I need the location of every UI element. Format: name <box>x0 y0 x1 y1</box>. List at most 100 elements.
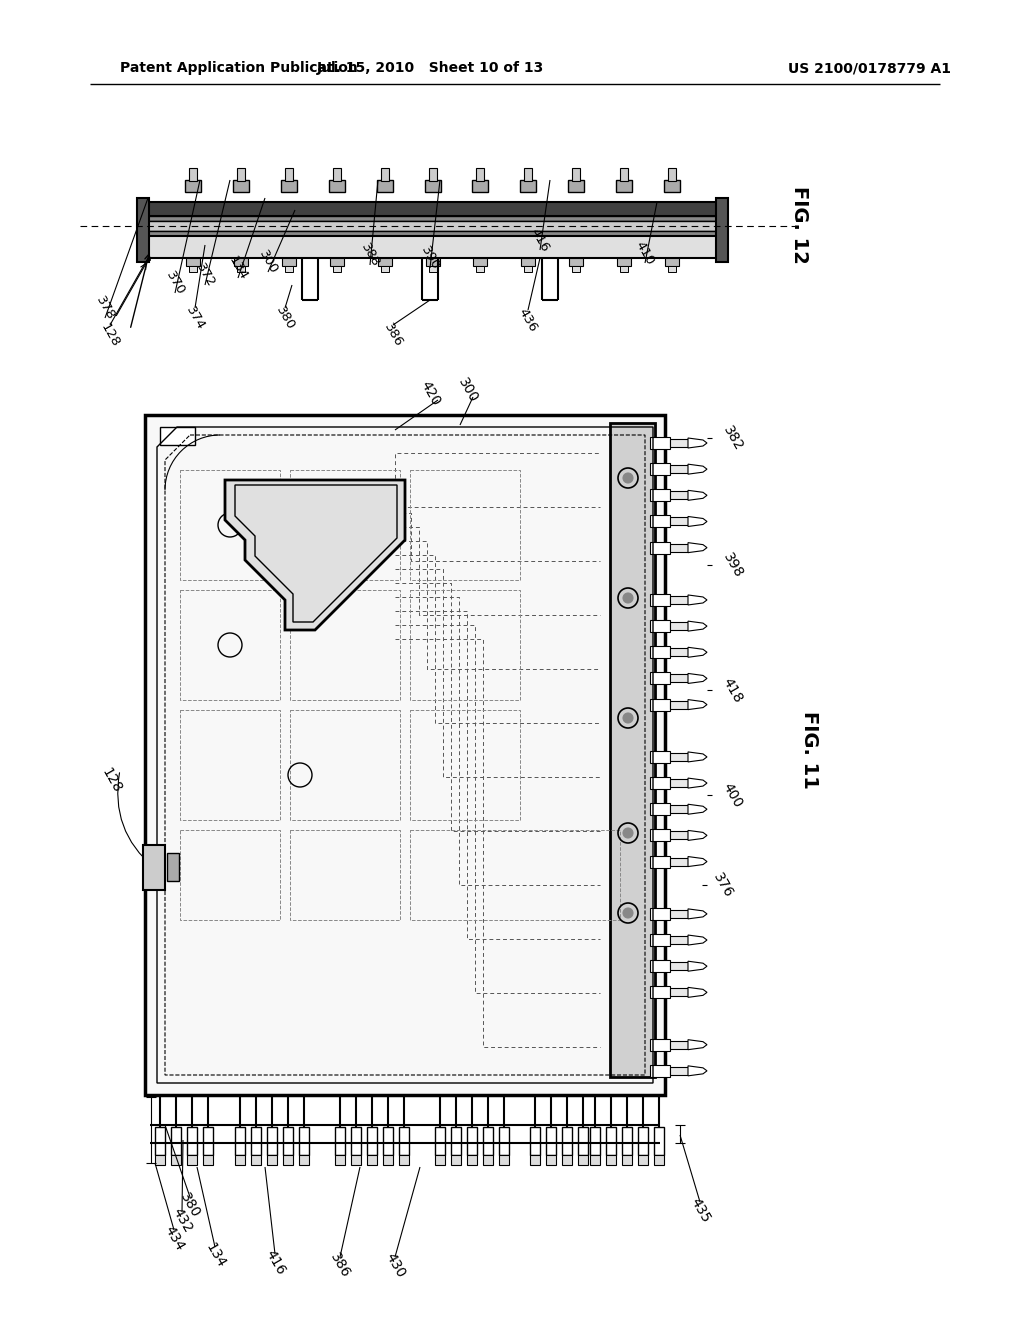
Polygon shape <box>688 465 707 474</box>
Bar <box>483 1127 493 1155</box>
Bar <box>290 830 400 920</box>
Text: 378: 378 <box>93 294 117 322</box>
Text: 400: 400 <box>720 780 745 810</box>
Bar <box>185 180 201 191</box>
Bar <box>367 1155 377 1164</box>
Bar <box>572 168 581 181</box>
Bar <box>562 1155 572 1164</box>
Bar <box>282 257 296 267</box>
Bar <box>160 426 195 445</box>
Bar <box>251 1155 261 1164</box>
Circle shape <box>623 828 633 838</box>
Circle shape <box>623 473 633 483</box>
Bar <box>143 845 165 890</box>
Bar <box>568 180 585 191</box>
Bar <box>234 1155 245 1164</box>
Polygon shape <box>688 935 707 945</box>
Bar <box>530 1155 540 1164</box>
Bar <box>283 1155 293 1164</box>
Polygon shape <box>688 543 707 553</box>
Bar <box>716 198 728 261</box>
Bar <box>483 1155 493 1164</box>
Bar <box>145 414 665 1096</box>
Bar <box>410 830 620 920</box>
Bar <box>670 491 688 499</box>
Bar <box>351 1155 361 1164</box>
Bar <box>203 1127 213 1155</box>
Bar <box>610 422 655 1077</box>
Bar <box>290 590 400 700</box>
Text: US 2100/0178779 A1: US 2100/0178779 A1 <box>788 61 951 75</box>
Text: 432: 432 <box>169 1205 195 1236</box>
Bar <box>670 701 688 709</box>
Text: 128: 128 <box>99 766 125 795</box>
Bar <box>335 1155 345 1164</box>
Bar <box>410 710 520 820</box>
Bar <box>237 267 245 272</box>
Bar <box>171 1127 181 1155</box>
Text: 418: 418 <box>720 675 745 705</box>
Bar <box>590 1155 600 1164</box>
Bar <box>473 257 487 267</box>
Circle shape <box>623 908 633 917</box>
Bar <box>467 1155 477 1164</box>
Polygon shape <box>688 673 707 684</box>
Bar <box>670 962 688 970</box>
Bar <box>650 647 670 659</box>
Bar <box>237 168 245 181</box>
Bar <box>654 1127 664 1155</box>
Bar <box>499 1127 509 1155</box>
Bar <box>155 1155 165 1164</box>
Text: 410: 410 <box>633 239 657 267</box>
Bar <box>650 698 670 710</box>
Bar <box>476 267 484 272</box>
Bar <box>670 440 688 447</box>
Bar <box>399 1127 409 1155</box>
Bar <box>650 777 670 789</box>
Bar <box>670 465 688 473</box>
Bar <box>668 168 676 181</box>
Bar <box>435 1155 445 1164</box>
Bar <box>367 1127 377 1155</box>
Bar <box>145 216 720 220</box>
Circle shape <box>623 593 633 603</box>
Bar <box>233 257 248 267</box>
Bar <box>399 1155 409 1164</box>
Bar <box>187 1127 197 1155</box>
Bar <box>638 1155 648 1164</box>
Bar <box>670 832 688 840</box>
Text: 376: 376 <box>710 870 735 900</box>
Bar <box>499 1155 509 1164</box>
Bar <box>333 267 341 272</box>
Bar <box>285 168 293 181</box>
Bar <box>520 180 537 191</box>
Bar <box>650 935 670 946</box>
Bar <box>670 909 688 917</box>
Bar <box>650 463 670 475</box>
Polygon shape <box>688 987 707 998</box>
Bar <box>670 1040 688 1048</box>
Polygon shape <box>688 622 707 631</box>
Bar <box>203 1155 213 1164</box>
Bar <box>670 595 688 605</box>
Text: 380: 380 <box>273 304 297 333</box>
Bar <box>650 516 670 528</box>
Bar <box>670 858 688 866</box>
Bar <box>578 1155 588 1164</box>
Bar <box>290 470 400 579</box>
Text: 386: 386 <box>328 1250 352 1280</box>
Bar <box>299 1155 309 1164</box>
Bar <box>521 257 536 267</box>
Bar <box>180 470 280 579</box>
Text: 388: 388 <box>358 240 382 269</box>
Polygon shape <box>688 647 707 657</box>
Bar <box>425 180 440 191</box>
Bar <box>606 1127 616 1155</box>
Bar <box>381 267 388 272</box>
Bar <box>546 1127 556 1155</box>
Text: 300: 300 <box>256 248 280 276</box>
Polygon shape <box>688 752 707 762</box>
Bar <box>670 805 688 813</box>
Bar <box>377 180 392 191</box>
Bar <box>145 220 720 231</box>
